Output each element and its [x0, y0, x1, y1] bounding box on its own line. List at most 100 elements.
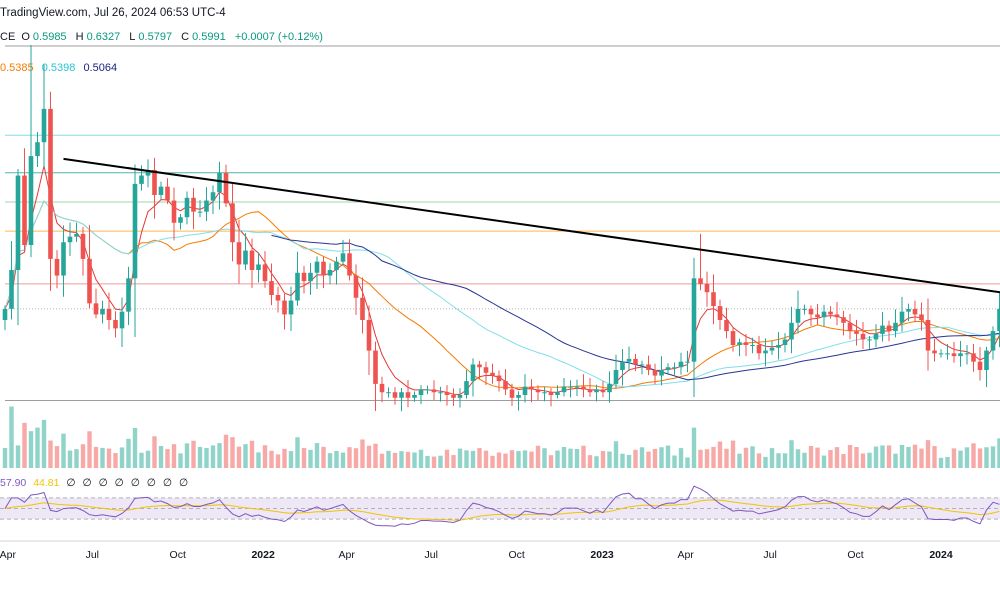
candle-body — [912, 308, 918, 315]
candle-body — [893, 322, 898, 332]
ma-cyan-value: 0.5398 — [41, 62, 76, 74]
volume-bar — [893, 453, 898, 468]
moving-average-legend: 0.5385 0.5398 0.5064 — [0, 62, 122, 74]
candle-body — [672, 367, 677, 369]
candle-body — [490, 372, 495, 376]
candle-body — [470, 364, 476, 382]
time-axis-label: Jul — [763, 549, 776, 561]
candle-body — [87, 258, 92, 304]
candle-body — [243, 250, 248, 265]
candle-body — [587, 389, 593, 393]
volume-bar — [22, 422, 27, 468]
candle-body — [854, 331, 859, 334]
candle-body — [665, 367, 671, 370]
volume-bar — [633, 449, 638, 468]
volume-bar — [301, 448, 307, 468]
volume-bar — [425, 455, 430, 468]
volume-bar — [113, 453, 118, 468]
volume-bar — [48, 440, 53, 468]
time-axis-label: Jul — [424, 549, 437, 561]
candle-body — [158, 186, 164, 195]
volume-bar — [542, 448, 547, 468]
volume-bar — [717, 441, 723, 468]
volume-bar — [191, 440, 196, 468]
volume-bar — [737, 453, 742, 468]
candle-body — [67, 236, 73, 243]
candle-body — [626, 358, 632, 362]
volume-bar — [847, 445, 853, 468]
candle-body — [821, 311, 827, 318]
rsi-hidden-mark: ∅ — [66, 477, 76, 489]
volume-bar — [789, 440, 794, 468]
rsi-line — [4, 485, 1000, 527]
candle-body — [691, 278, 697, 362]
candle-body — [782, 339, 788, 345]
candle-body — [503, 381, 508, 390]
volume-bar — [977, 448, 983, 468]
volume-bar — [925, 440, 931, 468]
volume-bar — [399, 451, 404, 468]
volume-bar — [990, 446, 996, 468]
candle-body — [581, 386, 586, 390]
ma-orange-value: 0.5385 — [0, 62, 34, 74]
rsi-hidden-mark: ∅ — [162, 477, 173, 489]
candle-body — [412, 395, 417, 398]
candle-body — [295, 272, 300, 301]
rsi-ma-value: 44.81 — [33, 477, 60, 489]
volume-bar — [165, 449, 170, 468]
time-axis-label: 2024 — [929, 549, 953, 561]
candle-body — [301, 272, 307, 282]
volume-bar — [54, 446, 60, 468]
time-axis-label: Apr — [0, 549, 16, 561]
candle-body — [860, 333, 866, 340]
volume-bar — [867, 452, 872, 468]
candle-body — [165, 186, 170, 201]
volume-bar — [334, 450, 339, 468]
time-axis-label: Oct — [508, 549, 524, 561]
candle-body — [867, 339, 872, 341]
candle-body — [41, 108, 47, 143]
volume-bar — [912, 444, 918, 468]
candle-body — [958, 353, 963, 357]
candle-body — [217, 172, 222, 193]
candle-body — [555, 392, 560, 395]
rsi-hidden-mark: ∅ — [130, 477, 140, 489]
candle-body — [990, 331, 996, 351]
volume-bar — [808, 446, 814, 468]
rsi-hidden-mark: ∅ — [98, 477, 108, 489]
volume-bar — [672, 455, 677, 468]
volume-bar — [15, 445, 21, 468]
volume-bar — [256, 452, 261, 468]
volume-bar — [308, 449, 313, 468]
candle-body — [373, 350, 378, 384]
volume-bar — [496, 452, 502, 468]
volume-bar — [691, 427, 697, 468]
volume-bar — [373, 443, 378, 468]
rsi-hidden-mark: ∅ — [82, 477, 92, 489]
volume-bars — [2, 406, 1000, 468]
time-axis-label: Apr — [339, 549, 356, 561]
candle-body — [139, 175, 144, 184]
candle-body — [542, 392, 547, 394]
candle-body — [379, 383, 385, 393]
volume-bar — [41, 419, 47, 468]
candle-body — [620, 361, 625, 370]
volume-bar — [607, 451, 612, 468]
candle-body — [9, 270, 14, 309]
candle-body — [74, 233, 79, 237]
candle-body — [444, 392, 450, 395]
candle-body — [178, 217, 183, 223]
volume-bar — [574, 448, 580, 468]
candle-body — [126, 278, 131, 312]
volume-bar — [750, 446, 755, 468]
candlesticks — [2, 45, 1000, 412]
candle-body — [808, 308, 814, 315]
time-axis-label: Jul — [86, 549, 99, 561]
volume-bar — [945, 457, 950, 468]
volume-bar — [795, 449, 801, 468]
candle-body — [184, 197, 190, 218]
ohlc-legend: CE O 0.5985 H 0.6327 L 0.5797 C 0.5991 +0.00… — [0, 31, 326, 43]
volume-bar — [815, 447, 820, 468]
candle-body — [945, 353, 950, 355]
